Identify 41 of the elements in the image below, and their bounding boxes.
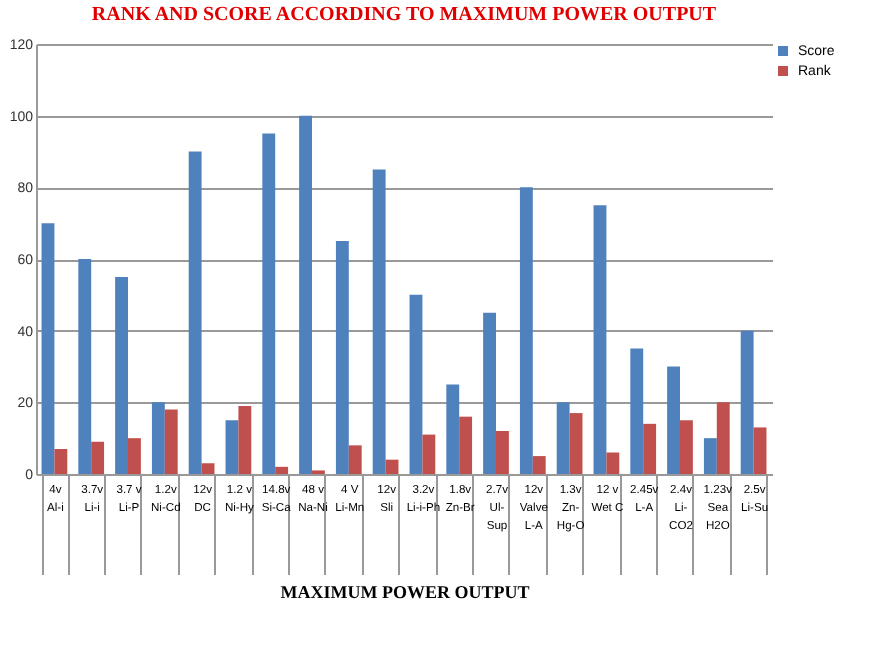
x-axis-title: MAXIMUM POWER OUTPUT bbox=[280, 582, 530, 602]
bar bbox=[593, 205, 607, 474]
bar bbox=[151, 402, 165, 474]
bar bbox=[496, 431, 509, 474]
bar bbox=[128, 438, 141, 474]
bar bbox=[483, 312, 496, 474]
bar bbox=[41, 223, 55, 474]
bar bbox=[54, 448, 68, 474]
bar bbox=[372, 169, 386, 474]
bar bbox=[422, 434, 436, 474]
bar bbox=[643, 423, 657, 474]
bar bbox=[753, 427, 767, 474]
bar bbox=[91, 441, 105, 474]
bar bbox=[78, 259, 92, 474]
bar bbox=[275, 466, 289, 474]
bar bbox=[348, 445, 362, 474]
bar bbox=[532, 456, 546, 474]
bar bbox=[716, 402, 730, 474]
bar bbox=[164, 409, 178, 474]
bar bbox=[446, 384, 460, 474]
bar bbox=[299, 115, 312, 474]
bar bbox=[115, 276, 128, 474]
bar bbox=[630, 348, 644, 474]
bar bbox=[703, 438, 717, 474]
bar bbox=[556, 402, 570, 474]
bar bbox=[335, 241, 349, 474]
bar bbox=[409, 294, 423, 474]
bar bbox=[459, 416, 473, 474]
bar bbox=[667, 366, 680, 474]
bar bbox=[188, 151, 202, 474]
bar bbox=[262, 133, 276, 474]
chart-title: RANK AND SCORE ACCORDING TO MAXIMUM POWER OUTPUT bbox=[91, 4, 717, 26]
bar bbox=[201, 463, 215, 474]
bar bbox=[238, 405, 252, 474]
bar bbox=[519, 187, 533, 474]
bar bbox=[385, 459, 399, 474]
bar bbox=[569, 413, 583, 474]
bar bbox=[606, 452, 620, 474]
bar bbox=[225, 420, 239, 474]
bar bbox=[680, 420, 693, 474]
bar bbox=[740, 330, 754, 474]
